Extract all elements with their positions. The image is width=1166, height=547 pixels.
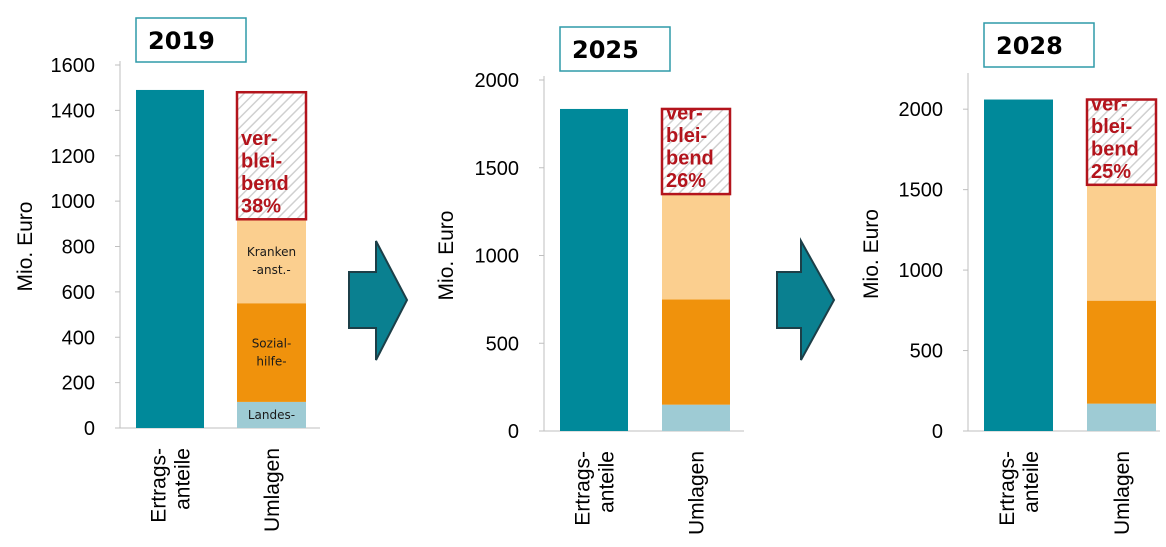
remaining-label: 26%	[666, 170, 706, 192]
y-tick-label: 1000	[899, 260, 944, 282]
chart-2025: 2025 Mio. Euro 0 500 1000 1500 2000 ver-blei-be…	[435, 26, 744, 535]
y-axis-title: Mio. Euro	[860, 209, 883, 299]
chart-2028: 2028 Mio. Euro 0 500 1000 1500 2000 ver-blei-be…	[860, 22, 1160, 535]
category-label: Ertrags-	[571, 451, 594, 526]
y-tick-label: 2000	[899, 99, 944, 121]
remaining-label: blei-	[666, 125, 707, 147]
remaining-label: blei-	[241, 150, 282, 172]
category-label: Umlagen	[261, 448, 284, 532]
remaining-label: blei-	[1091, 116, 1132, 138]
bar-ertragsanteile	[560, 108, 628, 432]
y-tick-label: 1200	[51, 146, 96, 168]
bar-ertragsanteile	[984, 99, 1053, 431]
remaining-label: bend	[241, 173, 289, 195]
bar-segment-landes	[237, 401, 306, 428]
remaining-label: 38%	[241, 195, 281, 217]
remaining-label: 25%	[1091, 161, 1131, 183]
y-tick-label: 500	[910, 341, 943, 363]
remaining-label: ver-	[1091, 93, 1128, 115]
bar-segment-kranken	[662, 194, 730, 300]
bar-segment-verbleibend	[1085, 98, 1158, 187]
y-tick-label: 200	[62, 373, 95, 395]
segment-label-sozial: Sozial-	[252, 337, 292, 351]
remaining-label: bend	[1091, 138, 1139, 160]
year-box	[983, 22, 1095, 68]
transition-arrow-icon	[348, 240, 409, 361]
y-tick-label: 2000	[475, 70, 520, 92]
chart-2019: 2019 Mio. Euro 0 200 400 600 800 1000 1200 1400 16…	[14, 17, 320, 532]
bar-segment-landes	[662, 404, 730, 431]
year-box	[135, 17, 247, 63]
category-label: Umlagen	[685, 451, 708, 535]
bar-segment-landes	[1087, 403, 1156, 431]
category-label: anteile	[595, 451, 618, 513]
y-tick-label: 0	[508, 421, 519, 443]
category-label: anteile	[171, 448, 194, 510]
y-tick-label: 1400	[51, 100, 96, 122]
y-axis-title: Mio. Euro	[14, 202, 37, 292]
y-tick-label: 1500	[475, 158, 520, 180]
category-label: Ertrags-	[147, 448, 170, 523]
year-box	[559, 26, 671, 72]
remaining-label: ver-	[666, 103, 703, 125]
segment-label-sozial: hilfe-	[256, 355, 286, 369]
chart-title: 2025	[572, 36, 639, 64]
chart-title: 2019	[148, 27, 215, 55]
y-tick-label: 0	[932, 421, 943, 443]
bar-ertragsanteile	[136, 89, 204, 429]
y-tick-label: 0	[84, 418, 95, 440]
segment-label-kranken: -anst.-	[252, 263, 290, 277]
bar-segment-sozial	[662, 299, 730, 405]
y-tick-label: 600	[62, 282, 95, 304]
bar-segment-verbleibend	[235, 90, 308, 221]
category-label: Umlagen	[1111, 451, 1134, 535]
bar-segment-sozial	[1087, 300, 1156, 404]
category-label: Ertrags-	[996, 451, 1019, 526]
category-label: anteile	[1020, 451, 1043, 513]
y-tick-label: 400	[62, 327, 95, 349]
chart-title: 2028	[996, 32, 1063, 60]
segment-label-landes: Landes-	[248, 408, 295, 422]
bar-segment-kranken	[1087, 184, 1156, 301]
y-tick-label: 500	[486, 333, 519, 355]
y-tick-label: 800	[62, 237, 95, 259]
y-tick-label: 1500	[899, 180, 944, 202]
remaining-label: ver-	[241, 128, 278, 150]
y-tick-label: 1000	[475, 246, 520, 268]
remaining-label: bend	[666, 148, 714, 170]
bar-segment-kranken	[237, 219, 306, 304]
y-tick-label: 1000	[51, 191, 96, 213]
y-tick-label: 1600	[51, 55, 96, 77]
segment-label-kranken: Kranken	[247, 245, 296, 259]
transition-arrow-icon	[776, 237, 836, 361]
y-axis-title: Mio. Euro	[435, 211, 458, 301]
bar-segment-verbleibend	[660, 107, 732, 196]
bar-segment-sozial	[237, 303, 306, 402]
